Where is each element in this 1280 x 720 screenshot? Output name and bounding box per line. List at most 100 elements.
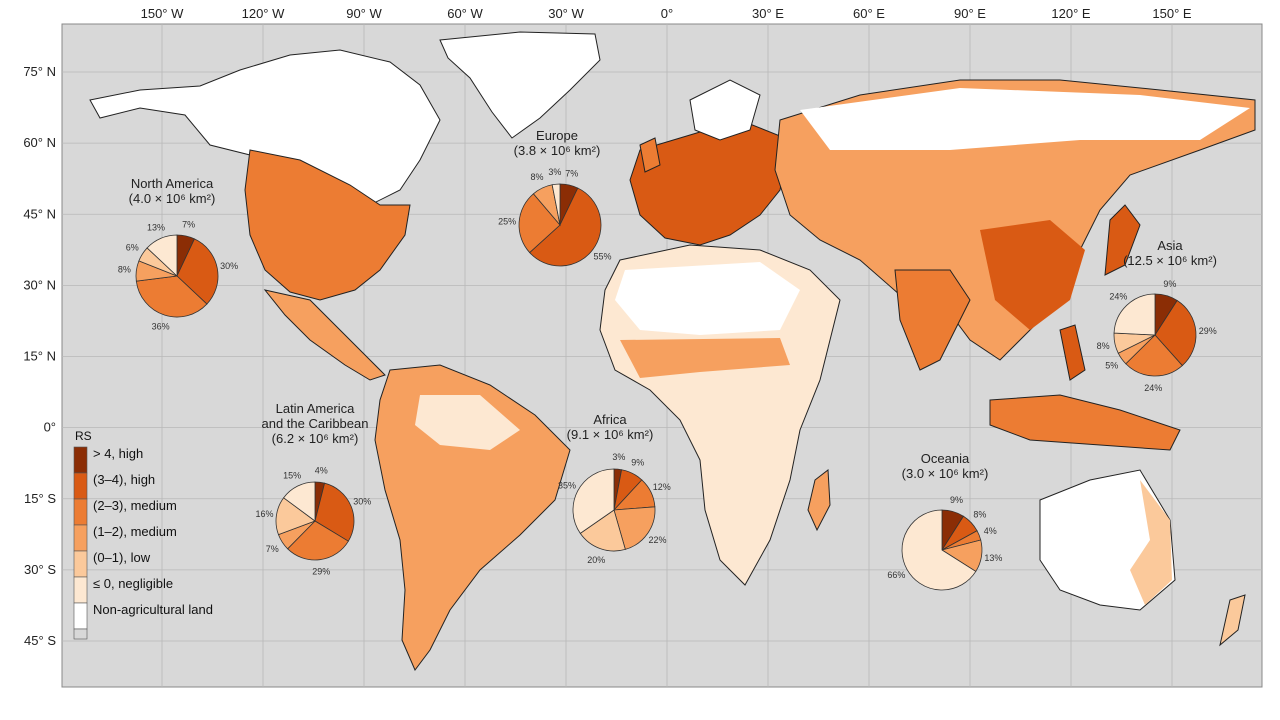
siberia <box>800 88 1250 150</box>
japan <box>1104 204 1141 276</box>
lat-tick-label: 30° N <box>23 277 56 292</box>
legend-swatch <box>73 550 88 578</box>
pie-slice-label: 7% <box>182 219 195 229</box>
pie-slice <box>613 506 656 550</box>
pie-slice <box>287 520 349 561</box>
legend-swatch <box>73 576 88 604</box>
pie-slice-label: 16% <box>255 509 273 519</box>
lon-tick-label: 120° W <box>242 6 286 21</box>
australia-east <box>1130 480 1172 605</box>
region-area: (4.0 × 10⁶ km²) <box>129 191 216 206</box>
madagascar <box>807 469 831 532</box>
region-area: (3.8 × 10⁶ km²) <box>514 143 601 158</box>
lat-tick-label: 75° N <box>23 64 56 79</box>
pie-slice-label: 3% <box>612 452 625 462</box>
lon-tick-label: 150° E <box>1152 6 1192 21</box>
pie-slice <box>579 509 626 552</box>
pie-slice-label: 8% <box>973 509 986 519</box>
uk <box>639 137 661 173</box>
pie-slice-label: 15% <box>283 471 301 481</box>
legend-label: (1–2), medium <box>93 524 177 539</box>
region-area: (9.1 × 10⁶ km²) <box>567 427 654 442</box>
pie-slice <box>1154 299 1197 367</box>
lon-tick-label: 30° E <box>752 6 784 21</box>
lon-tick-label: 60° W <box>447 6 483 21</box>
pie-slice <box>518 193 561 254</box>
pie-slice <box>551 183 561 226</box>
pie-slice-label: 9% <box>1163 279 1176 289</box>
legend-swatch <box>73 602 88 630</box>
pie-slice-label: 7% <box>266 544 279 554</box>
legend-label: Non-agricultural land <box>93 602 213 617</box>
pie-slice-label: 8% <box>1097 341 1110 351</box>
pie-slice <box>146 234 178 277</box>
pie-slice-label: 25% <box>498 217 516 227</box>
pie-slice-label: 13% <box>147 222 165 232</box>
sahel <box>620 338 790 378</box>
amazon <box>415 395 520 450</box>
pie-slice-label: 9% <box>950 495 963 505</box>
pie-oceania: Oceania(3.0 × 10⁶ km²) 9% 8% 4% 13% 66% <box>887 451 1002 591</box>
region-name-line2: and the Caribbean <box>262 416 369 431</box>
pie-slice <box>1125 334 1183 377</box>
pie-slice <box>901 509 977 591</box>
lat-tick-label: 15° N <box>23 349 56 364</box>
usa <box>244 149 411 301</box>
region-name: Africa <box>593 412 627 427</box>
legend-label: > 4, high <box>93 446 143 461</box>
legend-label: ≤ 0, negligible <box>93 576 173 591</box>
lon-tick-label: 60° E <box>853 6 885 21</box>
south-america <box>374 364 571 671</box>
pie-slice <box>176 238 219 305</box>
region-name: Oceania <box>921 451 970 466</box>
pie-slice-label: 12% <box>653 482 671 492</box>
greenland <box>439 31 601 139</box>
lat-tick-label: 0° <box>44 420 56 435</box>
pie-asia: Asia(12.5 × 10⁶ km²) 9% 29% 24% 5% 8% 24% <box>1097 238 1217 393</box>
pie-slice-label: 30% <box>220 261 238 271</box>
lon-tick-label: 120° E <box>1051 6 1091 21</box>
latitude-ticks: 75° N 60° N 45° N 30° N 15° N 0° 15° S 30° S 45°… <box>23 64 56 648</box>
region-name: North America <box>131 176 214 191</box>
pie-slice-label: 7% <box>565 168 578 178</box>
india <box>894 269 971 371</box>
legend-swatch <box>73 446 88 474</box>
region-area: (3.0 × 10⁶ km²) <box>902 466 989 481</box>
longitude-ticks: 150° W 120° W 90° W 60° W 30° W 0° 30° E 60° E 9… <box>141 6 1192 21</box>
lon-tick-label: 150° W <box>141 6 185 21</box>
pie-slice-label: 13% <box>984 553 1002 563</box>
region-name: Latin America <box>276 401 356 416</box>
pie-slice-label: 35% <box>558 480 576 490</box>
lon-tick-label: 90° W <box>346 6 382 21</box>
pie-north-america: North America(4.0 × 10⁶ km²) 7% 30% 36% 8% 6%… <box>118 176 238 331</box>
pie-slice-label: 20% <box>587 555 605 565</box>
legend-swatch <box>73 498 88 526</box>
pie-slice-label: 24% <box>1109 292 1127 302</box>
pie-slice-label: 66% <box>887 570 905 580</box>
pie-slice-label: 36% <box>152 321 170 331</box>
new-zealand <box>1219 594 1246 647</box>
pie-slice-label: 6% <box>126 243 139 253</box>
china <box>980 220 1085 330</box>
pie-slice-label: 24% <box>1144 383 1162 393</box>
region-area: (12.5 × 10⁶ km²) <box>1123 253 1217 268</box>
pie-europe: Europe(3.8 × 10⁶ km²) 7% 55% 25% 8% 3% <box>498 128 612 267</box>
pie-slice-label: 9% <box>631 458 644 468</box>
philippines <box>1059 324 1086 381</box>
lon-tick-label: 0° <box>661 6 673 21</box>
central-america <box>263 289 386 381</box>
pie-slice-label: 5% <box>1105 361 1118 371</box>
lon-tick-label: 90° E <box>954 6 986 21</box>
lat-tick-label: 45° S <box>24 633 56 648</box>
pie-slice-label: 22% <box>648 535 666 545</box>
pie-slice-label: 3% <box>548 167 561 177</box>
indonesia <box>989 394 1181 451</box>
land-areas <box>89 31 1256 671</box>
legend-label: (3–4), high <box>93 472 155 487</box>
pie-slice-label: 4% <box>315 465 328 475</box>
legend-swatch-ocean <box>73 628 88 640</box>
pie-slice-label: 4% <box>984 526 997 536</box>
region-name: Asia <box>1157 238 1183 253</box>
